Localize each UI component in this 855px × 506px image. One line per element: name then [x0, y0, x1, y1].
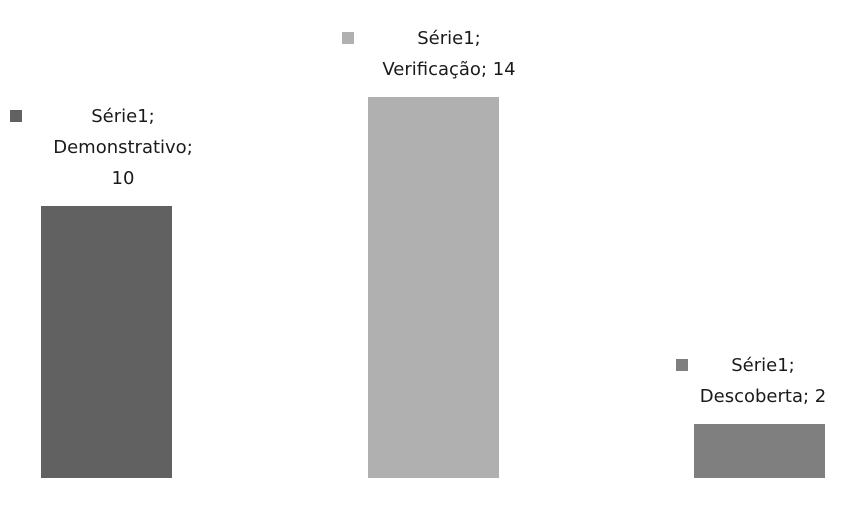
data-label-line: Série1;: [417, 28, 481, 50]
data-label: Série1; Demonstrativo; 10: [23, 101, 223, 194]
data-label-line: Série1;: [731, 354, 795, 376]
bar-verifica-o: [368, 97, 499, 478]
legend-key-icon: [342, 32, 354, 45]
data-label-line: Descoberta; 2: [699, 385, 827, 407]
data-label-line: 10: [111, 168, 135, 189]
legend-key-icon: [10, 110, 22, 122]
data-label-line: Verificação; 14: [382, 59, 516, 81]
data-label: Série1; Verificação; 14: [349, 23, 549, 85]
data-label-line: Série1;: [91, 106, 155, 127]
bar-descoberta: [694, 423, 825, 478]
legend-key-icon: [676, 358, 688, 371]
data-label-line: Demonstrativo;: [53, 137, 193, 158]
bar-demonstrativo: [41, 206, 172, 478]
data-label: Série1; Descoberta; 2: [663, 350, 855, 412]
